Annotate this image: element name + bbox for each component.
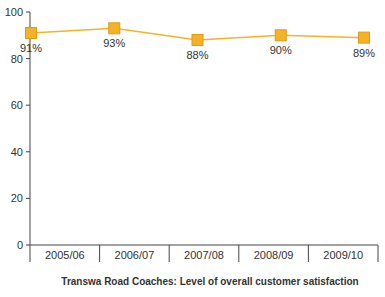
data-label: 89% (353, 47, 375, 59)
y-tick (26, 198, 30, 199)
plot (26, 23, 370, 46)
x-tick-label: 2007/08 (184, 249, 224, 261)
y-tick (26, 245, 30, 246)
y-tick-label: 40 (11, 146, 23, 158)
marker (109, 23, 120, 34)
data-label: 93% (103, 37, 125, 49)
marker (359, 32, 370, 43)
data-label: 90% (270, 44, 292, 56)
marker (26, 27, 37, 38)
y-tick (26, 12, 30, 13)
y-tick (26, 58, 30, 59)
marker (192, 34, 203, 45)
x-separator (30, 245, 31, 262)
x-separator (99, 245, 100, 262)
y-tick-label: 100 (5, 6, 23, 18)
y-tick (26, 151, 30, 152)
y-tick-label: 20 (11, 192, 23, 204)
marker (275, 30, 286, 41)
data-label: 91% (20, 42, 42, 54)
title: Transwa Road Coaches: Level of overall c… (61, 276, 358, 287)
y-tick (26, 105, 30, 106)
x-tick-label: 2009/10 (323, 249, 363, 261)
x-tick-label: 2005/06 (45, 249, 85, 261)
x-axis (30, 245, 378, 246)
x-separator (169, 245, 170, 262)
y-tick-label: 80 (11, 53, 23, 65)
x-separator (378, 245, 379, 262)
chart: 0 20 40 60 80 100 2005/06 2006/07 2007/08 2008/09… (0, 0, 385, 297)
x-tick-label: 2006/07 (115, 249, 155, 261)
data-label: 88% (186, 49, 208, 61)
y-tick-label: 0 (17, 239, 23, 251)
x-separator (238, 245, 239, 262)
x-separator (308, 245, 309, 262)
x-tick-label: 2008/09 (254, 249, 294, 261)
y-tick-label: 60 (11, 99, 23, 111)
